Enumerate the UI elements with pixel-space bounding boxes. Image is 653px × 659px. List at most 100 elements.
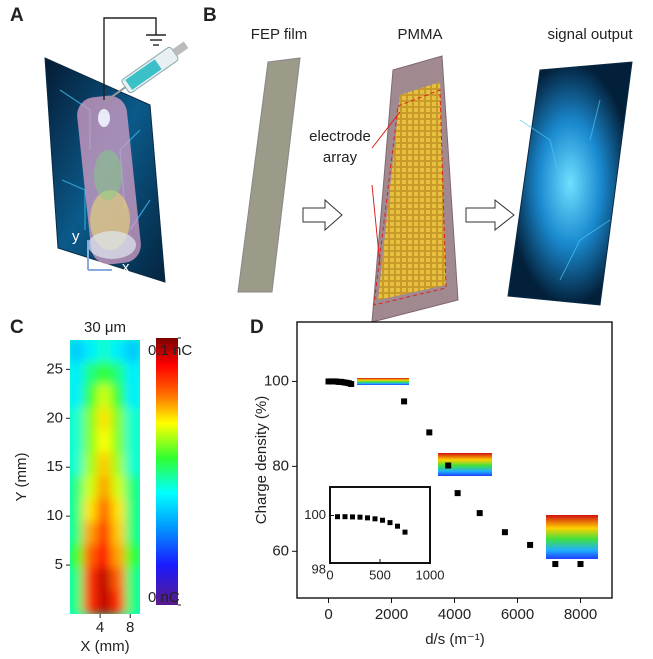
x-tick-label: 4000 [438,606,471,623]
inset-x-tick-label: 1000 [416,567,445,582]
data-point [477,510,483,516]
data-point [552,561,558,567]
heatmap-cell [111,385,127,410]
panel-b-illustration [238,56,632,322]
heatmap-cell [83,476,99,501]
heatmap-cell [83,499,99,524]
panel-label: A [10,5,24,26]
heatmap-cell [125,476,141,501]
heatmap-cell [125,408,141,433]
inset-point [335,514,340,519]
heatmap-cell [83,522,99,547]
heatmap-cell [69,590,85,615]
inset-y-tick-label: 98 [312,561,326,576]
heatmap-cell [111,545,127,570]
data-point [455,490,461,496]
heatmap-cell [83,385,99,410]
heatmap-cell [125,362,141,387]
inset-point [373,516,378,521]
y-tick-label: 10 [46,507,63,524]
inset-point [358,515,363,520]
heatmap-cell [125,522,141,547]
y-tick-label: 20 [46,409,63,426]
y-tick-label: 15 [46,458,63,475]
heatmap-cell [83,545,99,570]
heatmap-cell [125,567,141,592]
stage-label: PMMA [398,26,443,43]
heatmap-cell [69,339,85,364]
heatmap-cell [83,590,99,615]
x-tick-label: 4 [96,619,104,636]
heatmap-cell [111,408,127,433]
heatmap-cell [69,567,85,592]
y-tick-label: 100 [264,372,289,389]
heatmap-cell [83,567,99,592]
heatmap-cell [97,590,113,615]
heatmap-cell [97,453,113,478]
y-tick-label: 25 [46,360,63,377]
heatmap-cell [111,567,127,592]
inset-point [380,518,385,523]
heatmap-cell [69,408,85,433]
x-axis-label: d/s (m⁻¹) [425,631,485,648]
inset-point [365,515,370,520]
data-point [445,463,451,469]
heatmap-cell [111,522,127,547]
colorbar-label: 0.1 nC [148,342,192,359]
heatmap-cell [111,362,127,387]
data-point [401,398,407,404]
heatmap-cell [97,545,113,570]
inset-x-tick-label: 0 [326,567,333,582]
heatmap-cell [83,453,99,478]
heatmap-cell [97,408,113,433]
heatmap-cell [97,362,113,387]
chart-title: 30 μm [84,319,126,336]
panel-label: B [203,5,217,26]
data-point [426,429,432,435]
heatmap-cell [125,339,141,364]
heatmap-cell [97,567,113,592]
x-tick-label: 8000 [564,606,597,623]
heatmap-cell [125,545,141,570]
y-axis-label: Y (mm) [13,453,30,502]
heatmap-cell [97,385,113,410]
inset-point [388,520,393,525]
x-axis-label: X (mm) [80,638,129,655]
inset-x-tick-label: 500 [369,567,391,582]
x-tick-label: 0 [324,606,332,623]
data-point [578,561,584,567]
heatmap-cell [69,499,85,524]
x-tick-label: 6000 [501,606,534,623]
heatmap-cell [111,339,127,364]
heatmap-cell [83,362,99,387]
inset-point [350,514,355,519]
heatmap-cell [69,430,85,455]
annotation: array [323,149,358,166]
panel-label: C [10,317,24,338]
axis-arrow-label: y [72,228,80,245]
heatmap-cell [111,476,127,501]
heatmap-cell [125,590,141,615]
heatmap-cell [97,499,113,524]
heatmap-cell [125,430,141,455]
heatmap-cell [83,408,99,433]
data-point [348,381,354,387]
heatmap-cell [69,453,85,478]
panel-label: D [250,317,264,338]
stage-label: signal output [547,26,633,43]
colorbar [156,338,178,605]
stage-label: FEP film [251,26,307,43]
figure: A B C D y x FEP film PMMA signal output … [0,0,653,659]
inset-point [395,524,400,529]
x-tick-label: 2000 [375,606,408,623]
heatmap-cell [111,453,127,478]
heatmap-cell [69,476,85,501]
x-tick-label: 8 [126,619,134,636]
y-tick-label: 60 [272,542,289,559]
data-point [527,542,533,548]
heatmap-cell [69,522,85,547]
y-tick-label: 5 [55,556,63,573]
heatmap-cell [97,476,113,501]
inset-point [403,530,408,535]
heatmap-plot [69,339,141,615]
